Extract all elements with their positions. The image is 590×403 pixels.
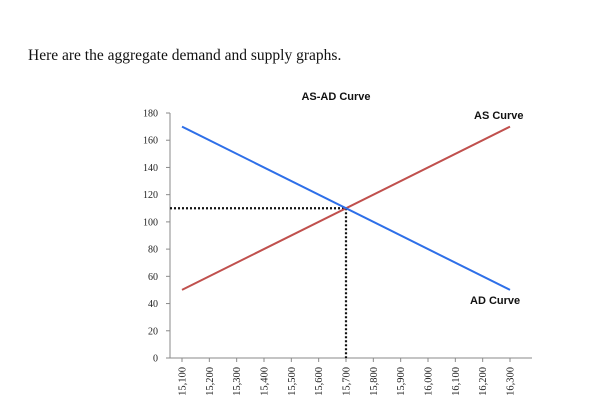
x-tick-label: 15,100 — [178, 367, 189, 396]
intro-text: Here are the aggregate demand and supply… — [28, 47, 342, 64]
x-tick-label: 16,000 — [424, 367, 435, 396]
y-tick-label: 140 — [143, 163, 158, 174]
as-curve-label: AS Curve — [474, 110, 524, 122]
x-tick-label: 15,600 — [314, 367, 325, 396]
y-tick-label: 60 — [148, 272, 158, 283]
y-tick-label: 100 — [143, 217, 158, 228]
y-tick-label: 120 — [143, 190, 158, 201]
x-tick-label: 16,200 — [478, 367, 489, 396]
x-tick-label: 15,800 — [369, 367, 380, 396]
y-tick-label: 180 — [143, 109, 158, 120]
chart-axes: 0 20 40 60 80 100 120 140 160 180 15,100 15,200 15,3… — [143, 109, 532, 396]
equilibrium-guides — [170, 207, 348, 358]
series-labels: AS Curve AD Curve — [470, 110, 524, 307]
y-tick-label: 0 — [153, 354, 158, 365]
x-tick-label: 15,500 — [287, 367, 298, 396]
ad-curve-label: AD Curve — [470, 295, 520, 307]
x-tick-label: 16,300 — [506, 367, 517, 396]
y-tick-label: 160 — [143, 136, 158, 147]
x-tick-label: 15,700 — [342, 367, 353, 396]
x-tick-label: 15,400 — [260, 367, 271, 396]
chart-series — [181, 125, 511, 291]
y-tick-label: 80 — [148, 245, 158, 256]
x-tick-label: 15,200 — [205, 367, 216, 396]
x-tick-label: 16,100 — [451, 367, 462, 396]
ad-curve-line — [181, 125, 511, 291]
x-tick-label: 15,300 — [232, 367, 243, 396]
chart-title: AS-AD Curve — [301, 91, 370, 103]
y-tick-label: 20 — [148, 326, 158, 337]
y-tick-label: 40 — [148, 299, 158, 310]
x-tick-label: 15,900 — [396, 367, 407, 396]
